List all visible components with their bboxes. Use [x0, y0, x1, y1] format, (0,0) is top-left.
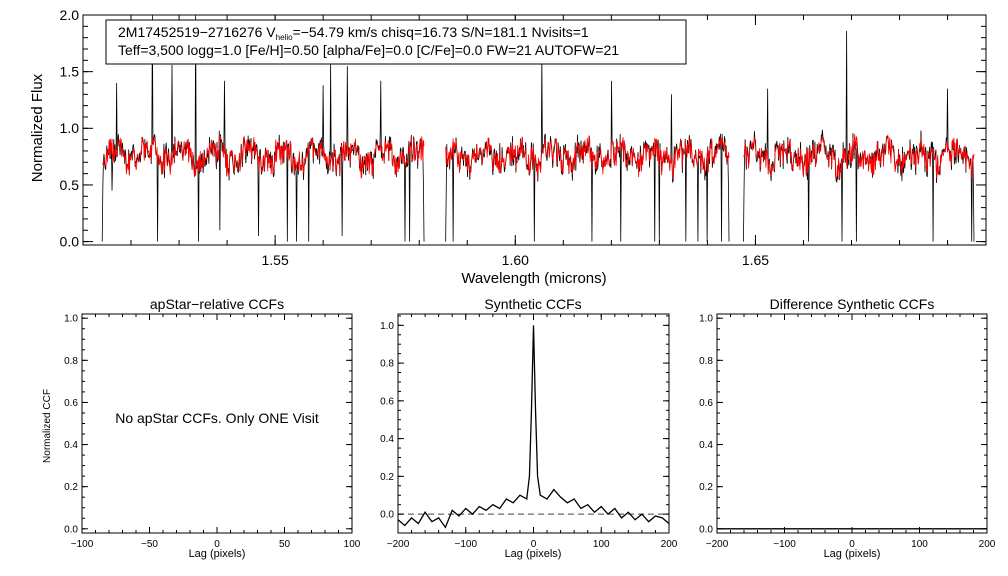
spectrum-panel: 1.55 1.60 1.65 0.0 0.5 1.0 1.5 2.0 2M17452519−2… [29, 7, 987, 287]
y-tick-label: 0.8 [699, 356, 713, 367]
x-tick-label: −100 [71, 539, 94, 550]
apstar-ccf-xlabel: Lag (pixels) [189, 548, 246, 560]
difference-ccf-panel: −200 −100 0 100 200 0.0 0.2 0.4 0.6 0.8 1.0 Differ… [699, 296, 996, 560]
y-tick-label: 0.2 [699, 482, 713, 493]
spectrum-xlabel: Wavelength (microns) [461, 270, 606, 287]
x-tick-label: −50 [141, 539, 158, 550]
apstar-ccf-ticks: −100 −50 0 50 100 0.0 0.2 0.4 0.6 0.8 1.0 [64, 314, 361, 550]
y-tick-label: 0.4 [380, 434, 394, 445]
difference-ccf-axes-frame [716, 313, 988, 534]
y-tick-label: 0.0 [380, 510, 394, 521]
x-tick-label: 100 [911, 539, 928, 550]
y-tick-label: 1.0 [380, 321, 394, 332]
spectrum-axes-frame [82, 14, 987, 246]
x-tick-label: 200 [979, 539, 996, 550]
difference-ccf-title: Difference Synthetic CCFs [770, 296, 935, 312]
model-spectrum-line [445, 135, 730, 180]
synthetic-ccf-series [397, 325, 670, 529]
y-tick-label: 1.0 [64, 314, 78, 325]
synthetic-ccf-xlabel: Lag (pixels) [505, 548, 562, 560]
x-tick-label: −200 [706, 539, 729, 550]
y-tick-label: 0.0 [60, 234, 80, 250]
difference-ccf-xlabel: Lag (pixels) [824, 548, 881, 560]
y-tick-label: 0.2 [380, 472, 394, 483]
x-tick-label: 1.65 [742, 252, 769, 268]
x-tick-label: 0 [849, 539, 855, 550]
info-line-1: 2M17452519−2716276 Vhelio=−54.79 km/s ch… [118, 24, 589, 42]
apstar-ccf-panel: −100 −50 0 50 100 0.0 0.2 0.4 0.6 0.8 1.0 apStar−r… [42, 296, 361, 560]
y-tick-label: 0.6 [380, 396, 394, 407]
difference-ccf-ticks: −200 −100 0 100 200 0.0 0.2 0.4 0.6 0.8 1.0 [699, 314, 996, 550]
info-box [105, 19, 687, 65]
apstar-ccf-title: apStar−relative CCFs [150, 296, 284, 312]
synthetic-ccf-panel: −200 −100 0 100 200 0.0 0.2 0.4 0.6 0.8 1.0 Synthe… [380, 296, 678, 560]
y-tick-label: 2.0 [60, 7, 80, 23]
y-tick-label: 0.0 [64, 524, 78, 535]
y-tick-label: 0.6 [699, 398, 713, 409]
info-line-2: Teff=3,500 logg=1.0 [Fe/H]=0.50 [alpha/F… [118, 42, 619, 58]
y-tick-label: 0.8 [380, 359, 394, 370]
x-tick-label: −100 [773, 539, 796, 550]
y-tick-label: 0.5 [60, 177, 80, 193]
y-tick-label: 1.0 [60, 120, 80, 136]
synthetic-ccf-title: Synthetic CCFs [484, 296, 581, 312]
x-tick-label: 1.55 [262, 252, 289, 268]
x-tick-label: 200 [661, 539, 678, 550]
apstar-ccf-annotation: No apStar CCFs. Only ONE Visit [115, 410, 319, 426]
y-tick-label: 0.6 [64, 398, 78, 409]
y-tick-label: 1.0 [699, 314, 713, 325]
synthetic-ccf-axes-frame [397, 313, 670, 534]
x-tick-label: −200 [387, 539, 410, 550]
x-tick-label: 0 [214, 539, 220, 550]
synthetic-ccf-line [397, 325, 670, 529]
ccf-ylabel: Normalized CCF [42, 389, 53, 463]
x-tick-label: 100 [593, 539, 610, 550]
spectrum-ticks: 1.55 1.60 1.65 0.0 0.5 1.0 1.5 2.0 [60, 7, 986, 268]
x-tick-label: −100 [454, 539, 477, 550]
x-tick-label: 1.60 [502, 252, 529, 268]
observed-spectrum-line [743, 30, 975, 242]
spectrum-ylabel: Normalized Flux [29, 73, 46, 182]
model-spectrum-line [743, 134, 975, 179]
x-tick-label: 0 [531, 539, 537, 550]
x-tick-label: 50 [279, 539, 291, 550]
y-tick-label: 0.0 [699, 524, 713, 535]
apstar-ccf-axes-frame [81, 313, 353, 534]
y-tick-label: 0.2 [64, 482, 78, 493]
model-spectrum-line [102, 135, 425, 179]
y-tick-label: 1.5 [60, 64, 80, 80]
x-tick-label: 100 [344, 539, 361, 550]
y-tick-label: 0.4 [64, 440, 78, 451]
y-tick-label: 0.4 [699, 440, 713, 451]
y-tick-label: 0.8 [64, 356, 78, 367]
model-spectrum-series [102, 134, 975, 180]
